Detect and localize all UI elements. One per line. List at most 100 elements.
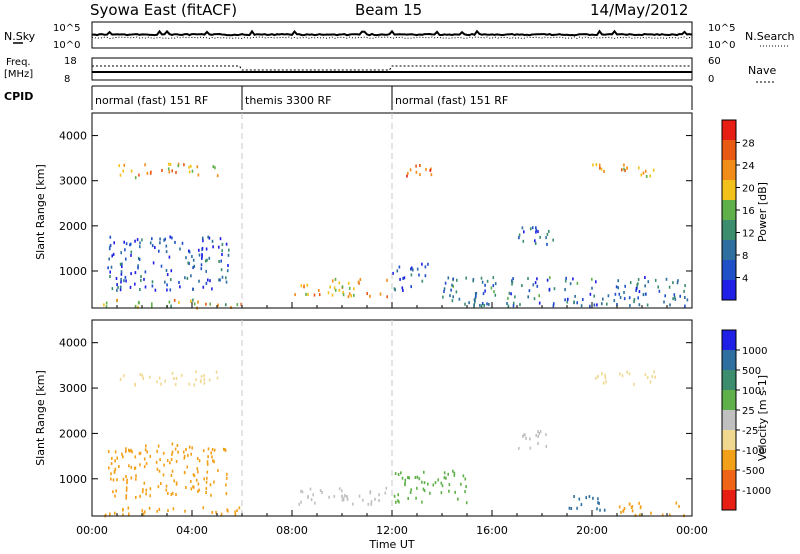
data-cell — [347, 295, 350, 299]
data-cell — [203, 374, 205, 378]
data-cell — [385, 486, 388, 490]
data-cell — [344, 494, 346, 497]
data-cell — [170, 458, 173, 461]
data-cell — [124, 248, 126, 252]
data-cell — [419, 164, 421, 167]
data-cell — [202, 239, 204, 243]
data-cell — [598, 501, 600, 505]
data-cell — [638, 166, 640, 170]
data-cell — [593, 294, 595, 298]
data-cell — [617, 279, 619, 283]
data-cell — [139, 373, 142, 376]
data-cell — [301, 490, 304, 494]
data-cell — [118, 465, 120, 468]
data-cell — [545, 444, 548, 448]
data-cell — [379, 292, 382, 296]
data-cell — [108, 257, 110, 261]
data-cell — [144, 510, 146, 514]
data-cell — [631, 509, 634, 513]
data-cell — [130, 169, 133, 173]
data-cell — [397, 493, 399, 497]
data-cell — [178, 281, 180, 284]
data-cell — [589, 304, 591, 308]
data-cell — [198, 248, 200, 252]
data-cell — [236, 303, 239, 307]
y-tick-label: 3000 — [59, 382, 87, 395]
data-cell — [374, 497, 376, 501]
data-cell — [185, 256, 187, 260]
data-cell — [169, 461, 171, 465]
search-label: N.Search — [745, 30, 795, 43]
data-cell — [419, 173, 421, 177]
x-tick-label: 00:00 — [676, 524, 708, 537]
data-cell — [602, 297, 604, 301]
nave-series — [92, 65, 692, 71]
y-tick-label: 2000 — [59, 427, 87, 440]
data-cell — [314, 501, 316, 505]
data-cell — [139, 241, 141, 245]
data-cell — [453, 471, 456, 475]
data-cell — [209, 483, 212, 487]
data-cell — [125, 279, 127, 283]
data-cell — [624, 284, 626, 288]
data-cell — [165, 269, 168, 272]
data-cell — [119, 173, 122, 177]
data-cell — [613, 299, 616, 303]
data-cell — [507, 296, 509, 300]
data-cell — [535, 228, 538, 232]
data-cell — [169, 235, 171, 239]
data-cell — [165, 250, 168, 254]
data-cell — [475, 294, 477, 298]
data-cell — [188, 165, 190, 169]
data-cell — [567, 297, 569, 301]
data-cell — [582, 298, 584, 301]
data-cell — [593, 303, 596, 307]
data-cell — [598, 163, 601, 167]
data-cell — [318, 293, 321, 297]
data-cell — [116, 478, 118, 482]
data-cell — [181, 241, 184, 245]
data-cell — [170, 278, 172, 282]
data-cell — [621, 168, 623, 172]
data-cell — [465, 276, 467, 280]
data-cell — [137, 256, 140, 260]
data-cell — [398, 500, 400, 504]
data-cell — [174, 447, 177, 451]
data-cell — [171, 236, 173, 240]
data-cell — [528, 289, 531, 293]
data-cell — [448, 483, 451, 487]
data-cell — [415, 496, 417, 500]
data-cell — [595, 280, 597, 284]
data-cell — [646, 303, 649, 307]
data-cell — [454, 490, 456, 494]
data-cell — [341, 285, 344, 289]
data-cell — [527, 277, 529, 280]
data-cell — [366, 292, 368, 296]
data-cell — [115, 277, 118, 280]
data-cell — [482, 292, 485, 296]
power-ylabel: Slant Range [km] — [34, 164, 47, 260]
data-cell — [170, 473, 173, 477]
data-cell — [580, 503, 583, 507]
data-cell — [188, 170, 191, 174]
data-cell — [473, 303, 475, 307]
data-cell — [378, 493, 380, 497]
data-cell — [619, 372, 621, 376]
data-cell — [449, 294, 451, 298]
velocity-colorbar: 1000 500 100 25 -25 -100 -500 -1000 — [721, 329, 771, 511]
y-tick-label: 2000 — [59, 220, 87, 233]
colorbar-tick-label: 24 — [742, 161, 755, 172]
velocity-ylabel: Slant Range [km] — [34, 370, 47, 466]
data-cell — [624, 169, 626, 173]
data-cell — [484, 283, 486, 287]
data-cell — [157, 444, 160, 448]
data-cell — [615, 285, 618, 289]
data-cell — [545, 236, 547, 240]
data-cell — [139, 288, 141, 291]
data-cell — [151, 244, 154, 248]
data-cell — [306, 283, 309, 287]
freq-nave-panel: 18 8 60 0 Freq. [MHz] Nave — [4, 56, 776, 85]
data-cell — [404, 478, 407, 482]
cpid-segment-2-label: themis 3300 RF — [245, 94, 332, 107]
data-cell — [369, 294, 371, 298]
